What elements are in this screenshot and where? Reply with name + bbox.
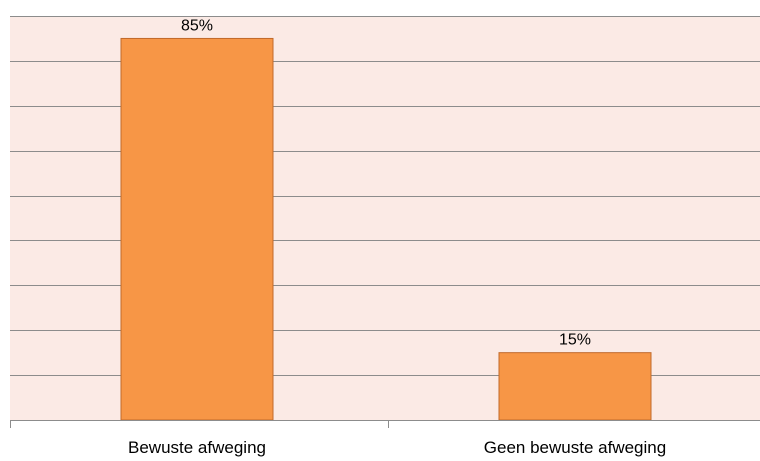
x-axis bbox=[10, 420, 760, 428]
x-tick-labels: Bewuste afweging Geen bewuste afweging bbox=[128, 438, 666, 457]
bar-data-label: 15% bbox=[559, 332, 591, 349]
bar bbox=[498, 352, 652, 421]
bar-data-label: 85% bbox=[181, 17, 213, 34]
bars bbox=[120, 37, 652, 421]
x-tick-label: Geen bewuste afweging bbox=[484, 438, 666, 457]
x-tick-label: Bewuste afweging bbox=[128, 438, 266, 457]
bar bbox=[120, 37, 274, 421]
data-labels: 85% 15% bbox=[181, 17, 591, 348]
